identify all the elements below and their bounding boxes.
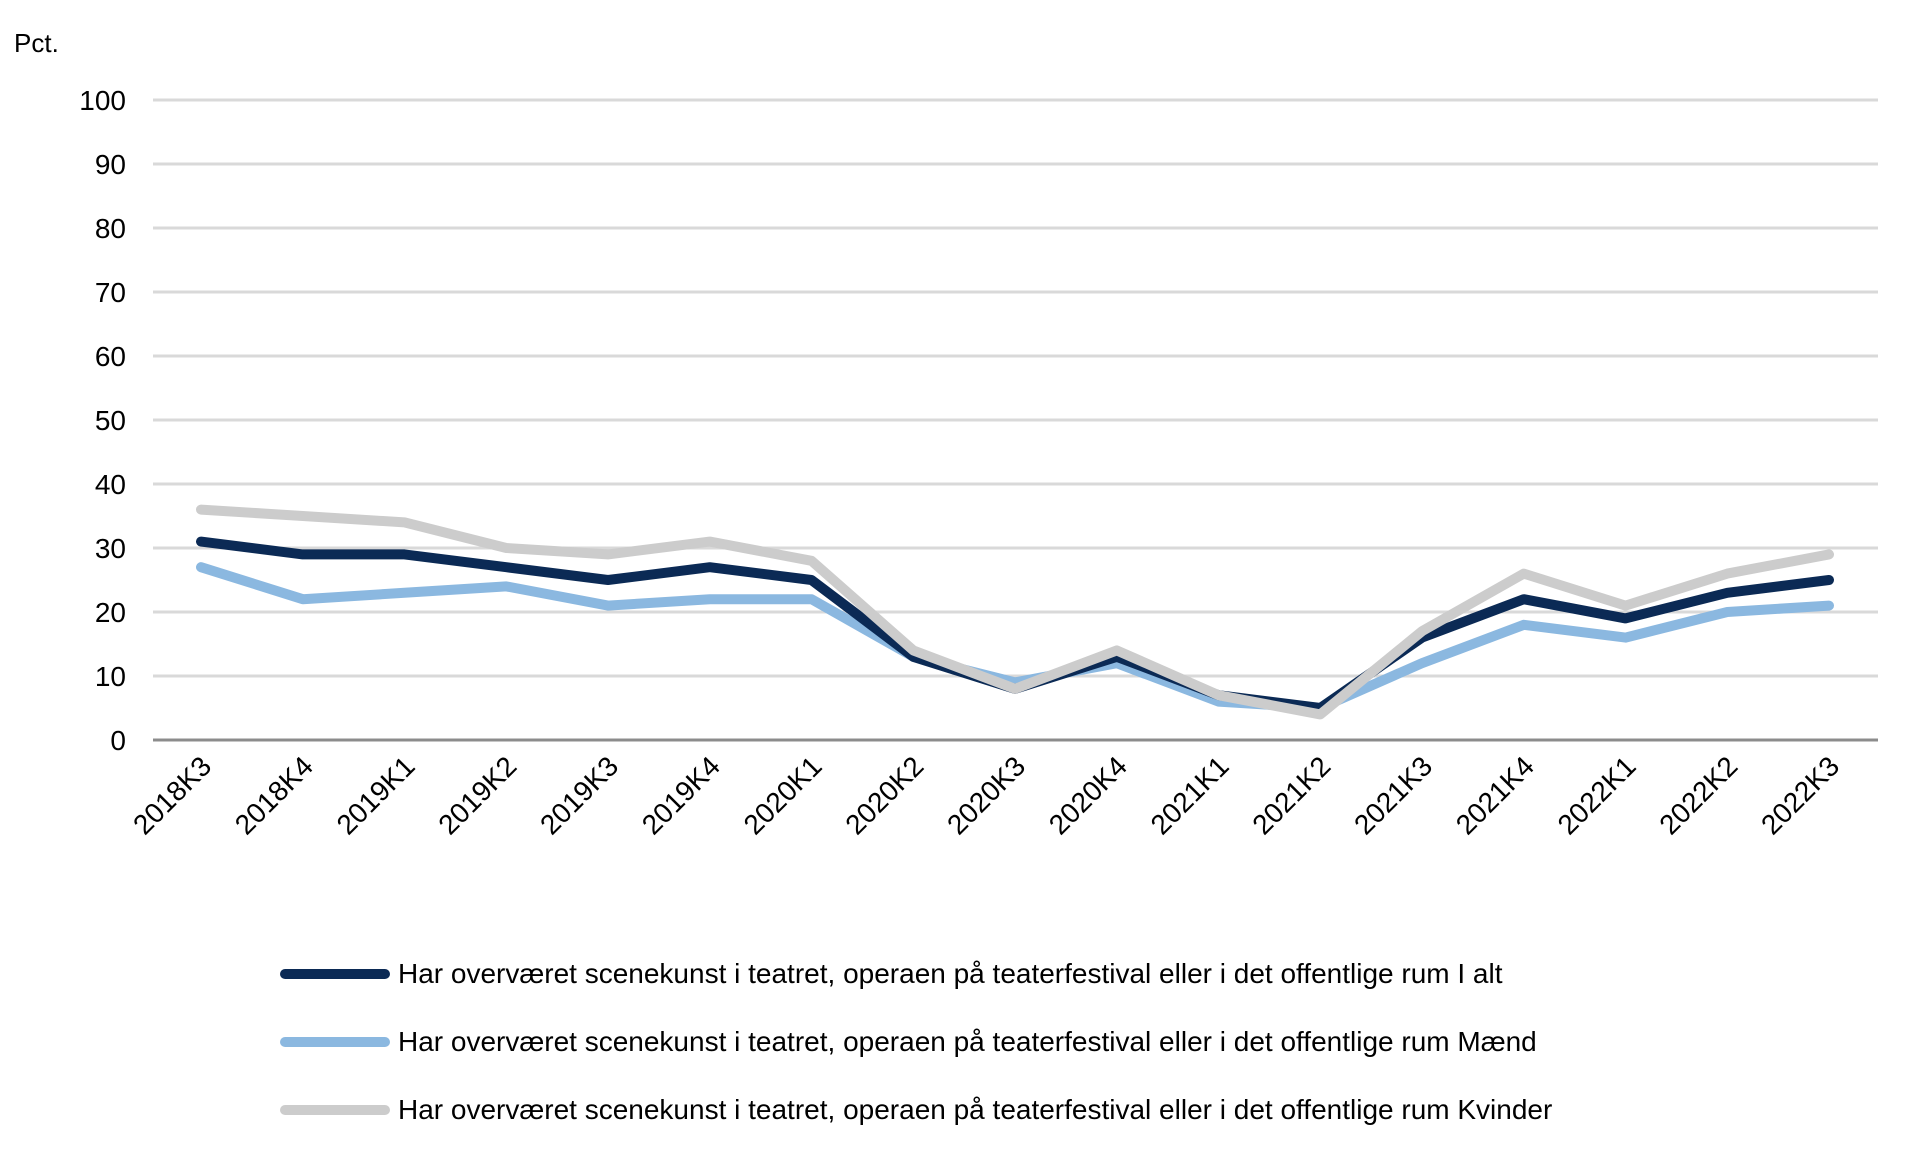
x-tick-label: 2019K4 [636,750,726,840]
x-tick-label: 2020K1 [738,750,828,840]
legend-item-i-alt: Har overværet scenekunst i teatret, oper… [280,940,1552,1008]
x-tick-label: 2019K2 [432,750,522,840]
y-axis-label: Pct. [14,28,59,58]
x-tick-labels: 2018K3 2018K4 2019K1 2019K2 2019K3 2019K4 2020… [127,750,1845,840]
x-tick-label: 2019K3 [534,750,624,840]
y-tick-label: 0 [110,725,126,756]
series-line-kvinder [196,504,1834,720]
series-lines [196,504,1834,720]
legend-swatch-maend [280,1037,390,1047]
y-tick-label: 70 [95,277,126,308]
legend-label-i-alt: Har overværet scenekunst i teatret, oper… [398,958,1503,989]
y-tick-labels: 0 10 20 30 40 50 60 70 80 90 100 [79,85,126,756]
y-tick-label: 90 [95,149,126,180]
legend: Har overværet scenekunst i teatret, oper… [280,940,1552,1144]
x-tick-label: 2020K3 [941,750,1031,840]
y-tick-label: 10 [95,661,126,692]
x-tick-label: 2020K2 [839,750,929,840]
x-tick-label: 2018K4 [229,750,319,840]
x-tick-label: 2018K3 [127,750,217,840]
y-tick-label: 20 [95,597,126,628]
x-tick-label: 2021K1 [1145,750,1235,840]
legend-item-kvinder: Har overværet scenekunst i teatret, oper… [280,1076,1552,1144]
x-tick-label: 2020K4 [1043,750,1133,840]
y-tick-label: 60 [95,341,126,372]
legend-label-maend: Har overværet scenekunst i teatret, oper… [398,1026,1537,1057]
gridlines [153,98,1878,742]
legend-swatch-kvinder [280,1105,390,1115]
x-tick-label: 2022K3 [1755,750,1845,840]
series-line-maend [196,562,1834,713]
x-tick-label: 2021K3 [1348,750,1438,840]
y-tick-label: 100 [79,85,126,116]
legend-swatch-i-alt [280,969,390,979]
x-tick-label: 2021K4 [1450,750,1540,840]
legend-label-kvinder: Har overværet scenekunst i teatret, oper… [398,1094,1553,1125]
y-tick-label: 40 [95,469,126,500]
legend-item-maend: Har overværet scenekunst i teatret, oper… [280,1008,1552,1076]
y-tick-label: 50 [95,405,126,436]
x-tick-label: 2022K2 [1653,750,1743,840]
x-tick-label: 2022K1 [1552,750,1642,840]
y-tick-label: 80 [95,213,126,244]
y-tick-label: 30 [95,533,126,564]
x-tick-label: 2021K2 [1246,750,1336,840]
x-tick-label: 2019K1 [331,750,421,840]
